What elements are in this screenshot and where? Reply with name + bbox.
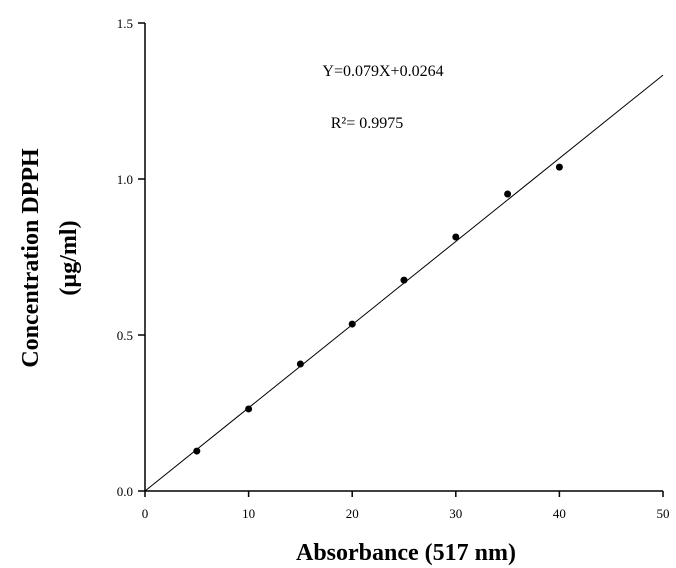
point (245, 405, 253, 413)
x-tick-label: 40 (553, 506, 566, 521)
x-tick-label: 30 (449, 506, 462, 521)
point (452, 233, 460, 241)
point (193, 447, 201, 455)
y-tick-label: 1.5 (117, 16, 133, 31)
x-axis-title: Absorbance (517 nm) (296, 540, 516, 566)
y-tick-label: 0.0 (117, 484, 133, 499)
point (555, 163, 563, 171)
point (504, 190, 512, 198)
y-tick-label: 0.5 (117, 328, 133, 343)
y-tick-label: 1.0 (117, 172, 133, 187)
x-tick-label: 50 (657, 506, 670, 521)
point (296, 360, 304, 368)
y-axis-title: Concentration DPPH (18, 148, 44, 368)
y-axis-title: (µg/ml) (56, 220, 82, 295)
x-tick-label: 0 (142, 506, 149, 521)
point (400, 276, 408, 284)
x-tick-label: 20 (346, 506, 359, 521)
point (348, 320, 356, 328)
r-squared: R²= 0.9975 (331, 115, 404, 132)
equation: Y=0.079X+0.0264 (322, 63, 443, 80)
x-tick-label: 10 (242, 506, 255, 521)
